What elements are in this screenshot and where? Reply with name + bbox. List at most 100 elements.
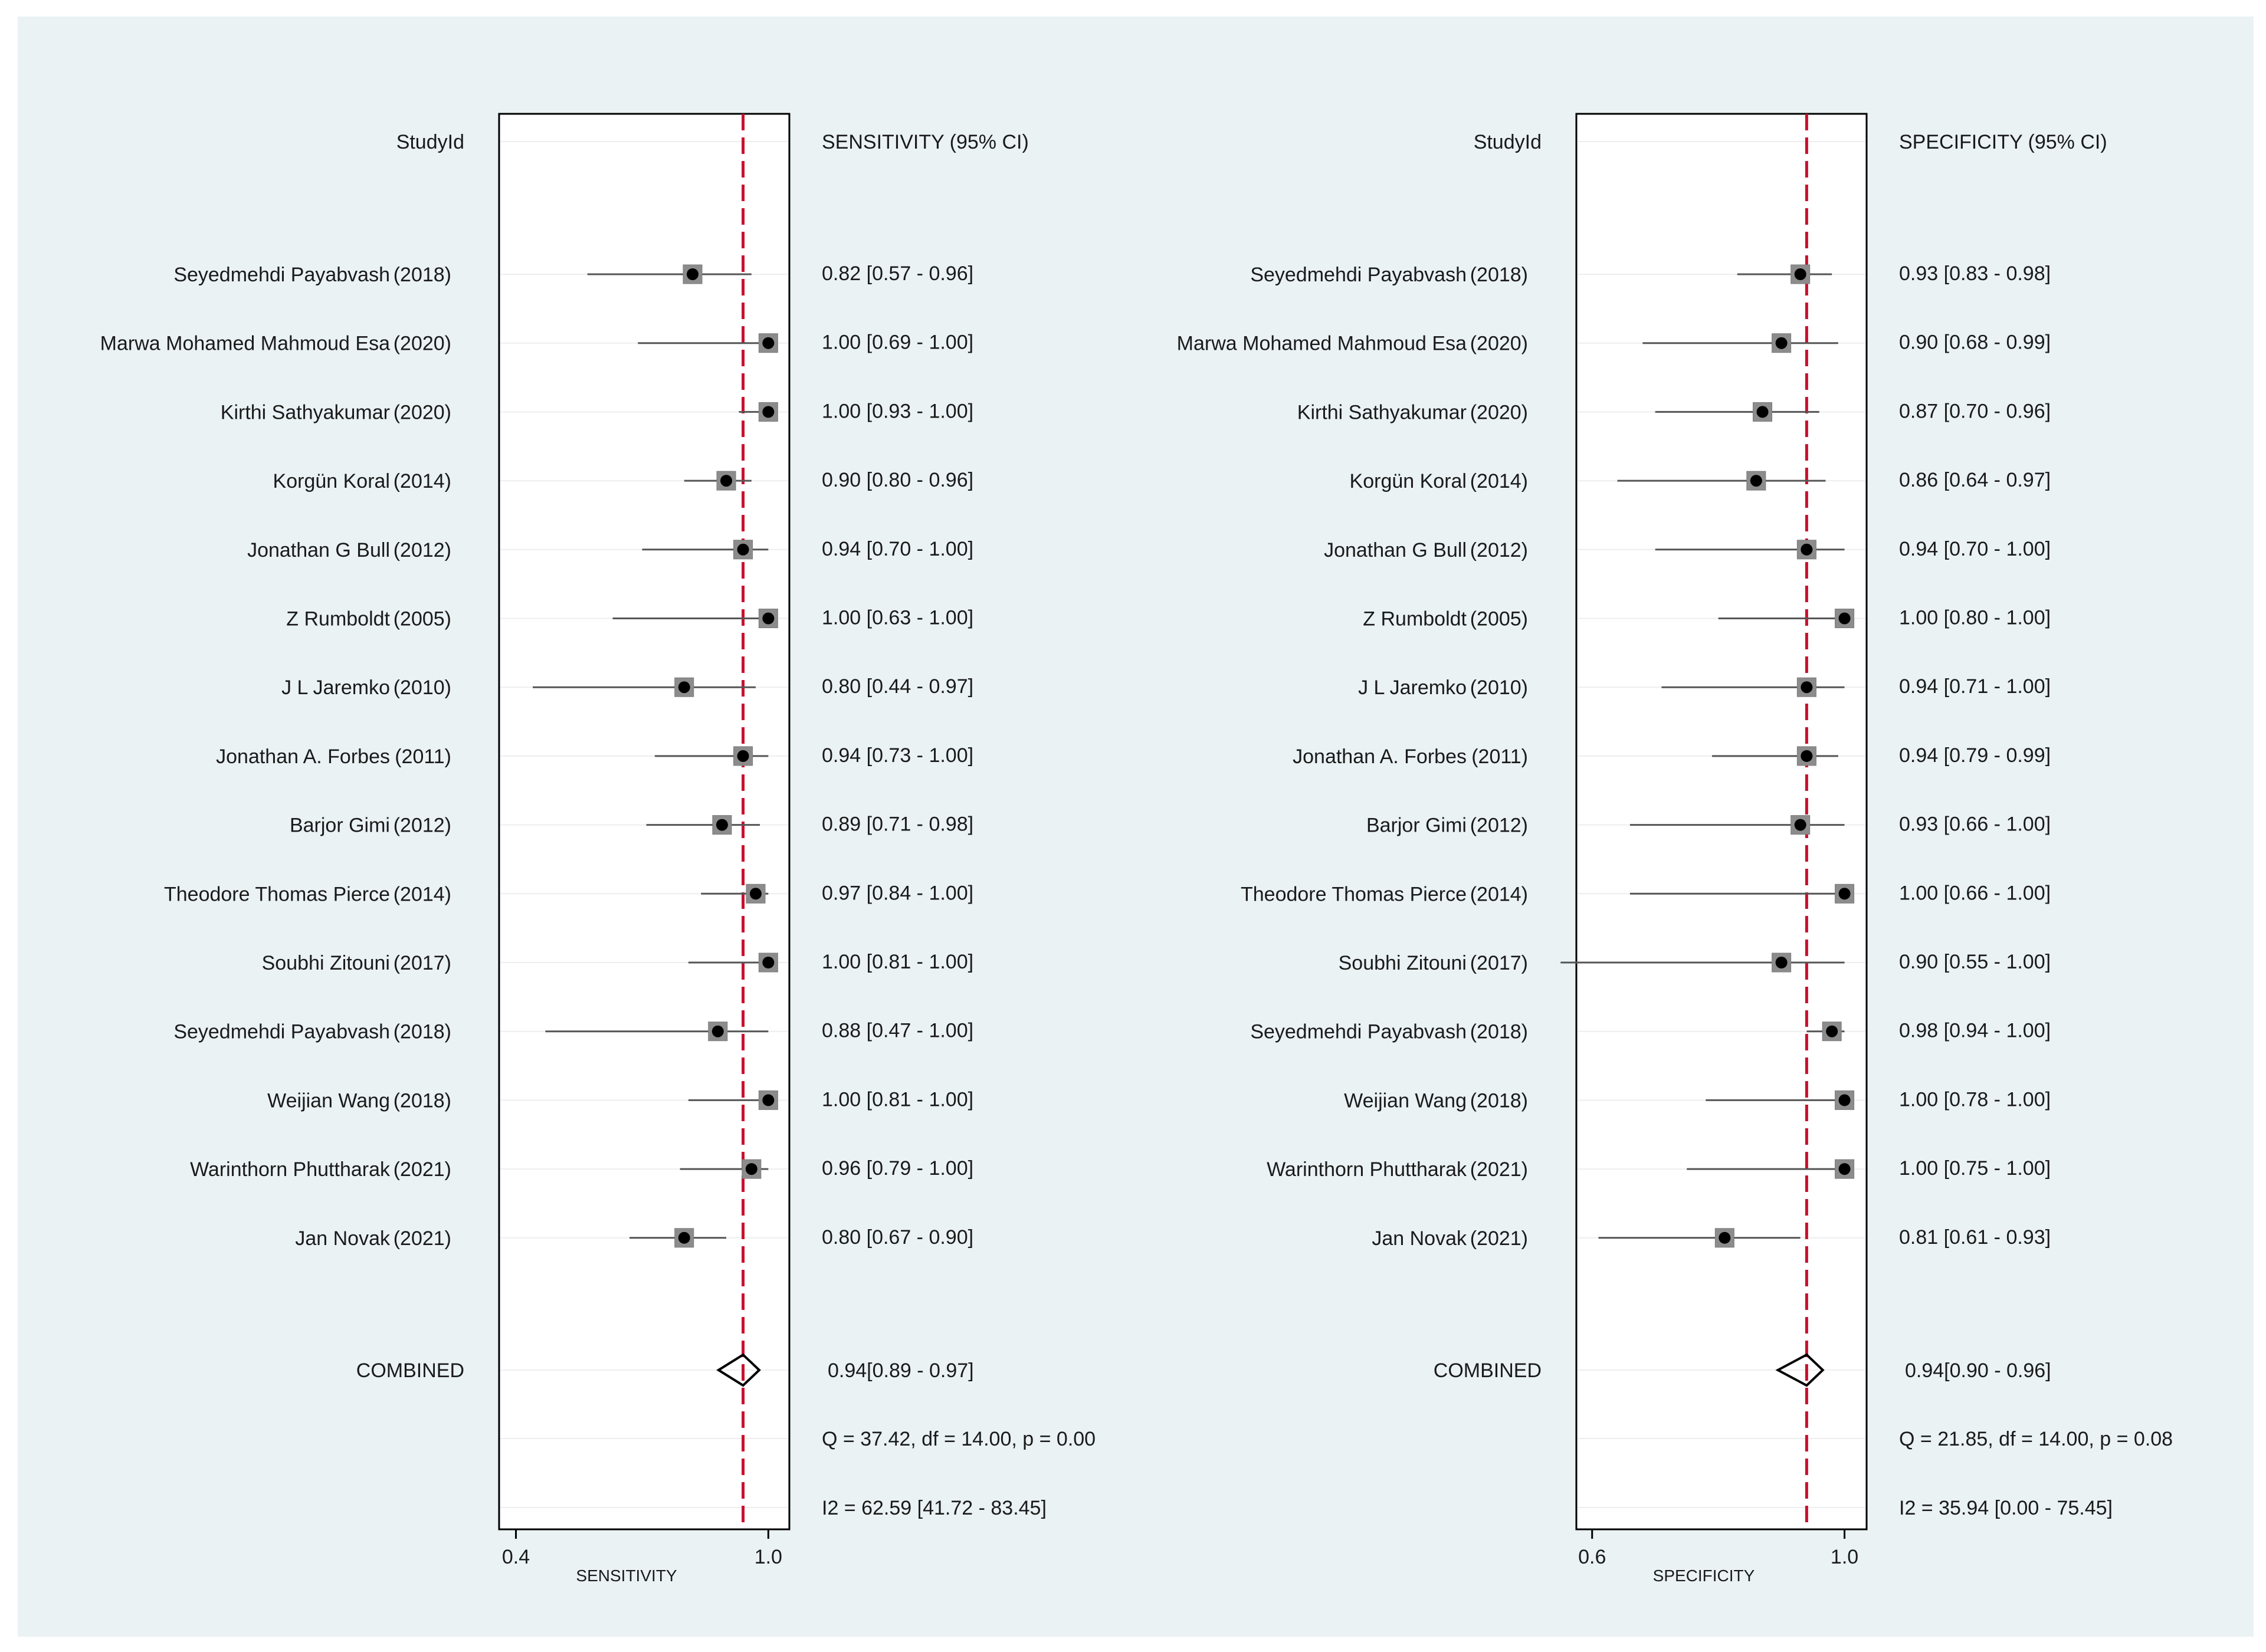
sens-study-year: (2017)	[393, 952, 451, 974]
spec-study-estimate-text: 0.90 [0.68 - 0.99]	[1899, 331, 2051, 354]
spec-study-name: Marwa Mohamed Mahmoud Esa	[1177, 333, 1467, 355]
spec-study-point	[1826, 1025, 1838, 1037]
sens-study-point	[762, 337, 775, 349]
sens-study-point	[762, 406, 775, 418]
sens-i2-statistic: I2 = 62.59 [41.72 - 83.45]	[822, 1497, 1047, 1519]
spec-study-name: Jonathan A. Forbes	[1293, 745, 1467, 768]
spec-study-weight-box	[1714, 1228, 1734, 1248]
sens-study-point	[716, 819, 728, 831]
spec-study-name: J L Jaremko	[1358, 676, 1467, 699]
sens-study-year: (2018)	[393, 1021, 451, 1043]
sens-study-name: Soubhi Zitouni	[262, 952, 390, 974]
spec-study-estimate-text: 0.94 [0.79 - 0.99]	[1899, 744, 2051, 767]
sens-study-estimate-text: 1.00 [0.63 - 1.00]	[822, 607, 973, 629]
sens-study-name: Seyedmehdi Payabvash	[173, 264, 390, 286]
sens-study-year: (2014)	[393, 470, 451, 492]
spec-study-estimate-text: 0.90 [0.55 - 1.00]	[1899, 951, 2051, 973]
sens-study-name: Seyedmehdi Payabvash	[173, 1021, 390, 1043]
spec-i2-statistic: I2 = 35.94 [0.00 - 75.45]	[1899, 1497, 2113, 1519]
spec-study-year: (2012)	[1470, 814, 1528, 837]
spec-study-point	[1794, 268, 1806, 280]
spec-study-point	[1838, 888, 1851, 900]
spec-study-year: (2017)	[1470, 952, 1528, 974]
sens-study-name: J L Jaremko	[281, 676, 390, 699]
spec-study-point	[1775, 337, 1788, 349]
sens-study-point	[720, 475, 733, 487]
spec-x-axis-label: SPECIFICITY	[1653, 1566, 1755, 1585]
spec-study-year: (2018)	[1470, 1021, 1528, 1043]
spec-study-year: (2010)	[1470, 676, 1528, 699]
sens-study-weight-box	[746, 884, 766, 904]
sens-study-year: (2021)	[393, 1158, 451, 1181]
spec-study-estimate-text: 0.93 [0.83 - 0.98]	[1899, 262, 2051, 285]
sens-study-year: (2018)	[393, 1089, 451, 1112]
spec-study-point	[1801, 750, 1813, 762]
spec-study-name: Theodore Thomas Pierce	[1241, 883, 1467, 905]
sens-study-weight-box	[683, 264, 703, 284]
spec-study-year: (2014)	[1470, 883, 1528, 905]
spec-study-point	[1801, 681, 1813, 694]
spec-study-estimate-text: 0.81 [0.61 - 0.93]	[1899, 1226, 2051, 1249]
sens-header-estimate: SENSITIVITY (95% CI)	[822, 131, 1029, 153]
spec-header-estimate: SPECIFICITY (95% CI)	[1899, 131, 2107, 153]
sens-study-estimate-text: 0.96 [0.79 - 1.00]	[822, 1157, 973, 1180]
sens-study-year: (2012)	[393, 814, 451, 837]
sens-study-point	[745, 1163, 757, 1175]
spec-study-year: (2018)	[1470, 1089, 1528, 1112]
sens-study-point	[762, 1094, 775, 1106]
sens-study-year: (2010)	[393, 676, 451, 699]
spec-study-name: Seyedmehdi Payabvash	[1250, 1021, 1467, 1043]
spec-study-estimate-text: 1.00 [0.78 - 1.00]	[1899, 1088, 2051, 1111]
sens-study-estimate-text: 0.97 [0.84 - 1.00]	[822, 882, 973, 904]
sens-study-year: (2011)	[395, 745, 451, 768]
sens-study-estimate-text: 0.90 [0.80 - 0.96]	[822, 469, 973, 491]
sens-study-name: Warinthorn Phuttharak	[190, 1158, 391, 1181]
spec-study-weight-box	[1746, 471, 1766, 491]
spec-study-estimate-text: 0.87 [0.70 - 0.96]	[1899, 400, 2051, 422]
spec-x-tick-label: 1.0	[1831, 1546, 1858, 1568]
spec-study-point	[1838, 612, 1851, 625]
spec-study-estimate-text: 0.94 [0.71 - 1.00]	[1899, 675, 2051, 698]
spec-study-name: Jan Novak	[1372, 1227, 1467, 1250]
spec-study-year: (2012)	[1470, 539, 1528, 561]
sens-study-estimate-text: 1.00 [0.69 - 1.00]	[822, 331, 973, 354]
sens-q-statistic: Q = 37.42, df = 14.00, p = 0.00	[822, 1428, 1096, 1450]
sens-study-estimate-text: 0.82 [0.57 - 0.96]	[822, 262, 973, 285]
spec-study-point	[1719, 1231, 1731, 1244]
sens-study-name: Z Rumboldt	[286, 608, 390, 630]
spec-study-estimate-text: 1.00 [0.75 - 1.00]	[1899, 1157, 2051, 1180]
spec-study-name: Barjor Gimi	[1366, 814, 1467, 837]
sens-combined-label: COMBINED	[356, 1359, 464, 1382]
sens-study-weight-box	[758, 953, 778, 973]
spec-study-year: (2014)	[1470, 470, 1528, 492]
spec-study-name: Warinthorn Phuttharak	[1267, 1158, 1467, 1181]
spec-study-point	[1750, 475, 1762, 487]
forest-plot-figure: StudyId SENSITIVITY (95% CI) Seyedmehdi Pa…	[18, 17, 2254, 1637]
sens-study-year: (2005)	[393, 608, 451, 630]
sens-study-point	[711, 1025, 724, 1037]
sens-study-name: Weijian Wang	[267, 1089, 390, 1112]
spec-study-estimate-text: 1.00 [0.80 - 1.00]	[1899, 607, 2051, 629]
sens-study-point	[687, 268, 699, 280]
sens-study-name: Theodore Thomas Pierce	[164, 883, 390, 905]
sens-study-weight-box	[758, 333, 778, 353]
sens-study-estimate-text: 0.94 [0.70 - 1.00]	[822, 538, 973, 560]
sens-study-estimate-text: 0.88 [0.47 - 1.00]	[822, 1020, 973, 1042]
sens-plot-area	[498, 113, 791, 1531]
spec-x-tick-label: 0.6	[1578, 1546, 1606, 1568]
sens-x-tick-label: 0.4	[502, 1546, 530, 1568]
spec-study-point	[1801, 543, 1813, 556]
spec-study-year: (2011)	[1471, 745, 1528, 768]
sens-study-estimate-text: 1.00 [0.81 - 1.00]	[822, 951, 973, 973]
spec-study-estimate-text: 1.00 [0.66 - 1.00]	[1899, 882, 2051, 904]
spec-study-name: Soubhi Zitouni	[1339, 952, 1467, 974]
spec-study-point	[1838, 1163, 1851, 1175]
sens-study-year: (2020)	[393, 401, 451, 423]
sens-study-year: (2020)	[393, 333, 451, 355]
sens-study-name: Marwa Mohamed Mahmoud Esa	[100, 333, 390, 355]
spec-study-name: Kirthi Sathyakumar	[1297, 401, 1467, 423]
spec-study-name: Seyedmehdi Payabvash	[1250, 264, 1467, 286]
sens-combined-diamond	[716, 1353, 761, 1387]
spec-combined-estimate-text: 0.94[0.90 - 0.96]	[1905, 1359, 2051, 1382]
sens-study-point	[737, 750, 749, 762]
